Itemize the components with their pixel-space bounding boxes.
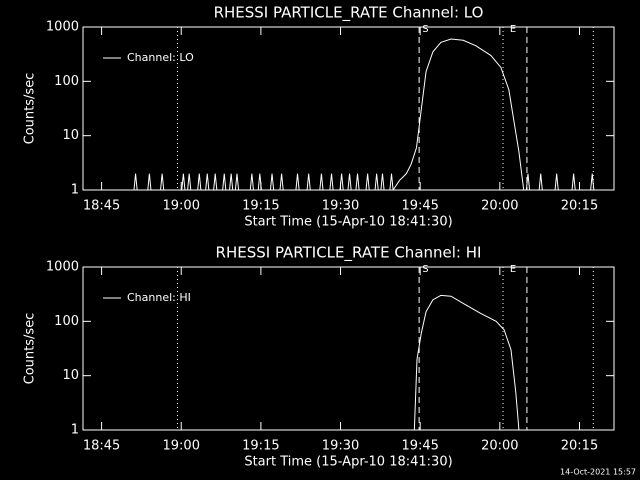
x-axis-label: Start Time (15-Apr-10 18:41:30)	[244, 215, 452, 230]
y-tick-label: 1000	[46, 260, 79, 275]
x-tick-label: 20:00	[481, 439, 518, 454]
y-axis-label: Counts/sec	[23, 313, 38, 385]
chart-title: RHESSI PARTICLE_RATE Channel: HI	[216, 244, 482, 263]
annotation: E	[510, 24, 516, 35]
x-tick-label: 19:15	[242, 439, 279, 454]
x-tick-label: 19:15	[242, 199, 279, 214]
footer: 14-Oct-2021 15:57	[560, 468, 636, 477]
y-tick-label: 1000	[46, 20, 79, 35]
y-tick-label: 100	[54, 314, 79, 329]
y-tick-label: 100	[54, 74, 79, 89]
legend-label: Channel: HI	[127, 291, 191, 304]
x-tick-label: 19:30	[322, 199, 359, 214]
chart-title: RHESSI PARTICLE_RATE Channel: LO	[214, 4, 484, 23]
data-line	[413, 294, 520, 430]
x-tick-label: 19:45	[401, 199, 438, 214]
y-tick-label: 1	[71, 423, 79, 438]
x-tick-label: 18:45	[83, 439, 120, 454]
legend-label: Channel: LO	[127, 51, 194, 64]
annotation: E	[510, 264, 516, 275]
plot-frame	[82, 266, 615, 431]
x-tick-label: 19:45	[401, 439, 438, 454]
y-tick-label: 10	[62, 368, 79, 383]
x-tick-label: 20:15	[561, 439, 598, 454]
x-tick-label: 18:45	[83, 199, 120, 214]
y-axis-label: Counts/sec	[23, 73, 38, 145]
plot-area	[413, 294, 520, 430]
annotation: S	[422, 24, 428, 35]
y-tick-label: 1	[71, 183, 79, 198]
plot-area	[83, 38, 614, 190]
data-line	[83, 38, 614, 190]
x-tick-label: 19:30	[322, 439, 359, 454]
x-axis-label: Start Time (15-Apr-10 18:41:30)	[244, 455, 452, 470]
y-tick-label: 10	[62, 128, 79, 143]
annotation: S	[422, 264, 428, 275]
x-tick-label: 19:00	[163, 199, 200, 214]
plot-frame	[82, 26, 615, 191]
x-tick-label: 20:15	[561, 199, 598, 214]
x-tick-label: 20:00	[481, 199, 518, 214]
x-tick-label: 19:00	[163, 439, 200, 454]
